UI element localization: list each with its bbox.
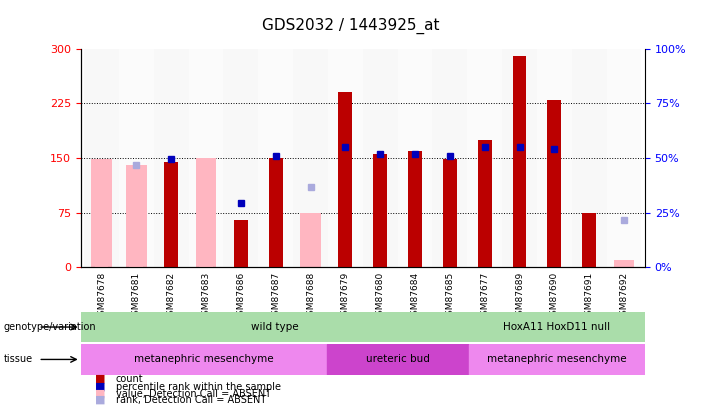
- Text: ■: ■: [95, 382, 105, 392]
- Bar: [81, 344, 327, 375]
- Text: tissue: tissue: [4, 354, 33, 364]
- Bar: [547, 100, 562, 267]
- Text: ■: ■: [95, 374, 105, 384]
- Text: ureteric bud: ureteric bud: [366, 354, 430, 364]
- Bar: [339, 92, 353, 267]
- Text: GSM87688: GSM87688: [306, 272, 315, 322]
- Bar: [196, 158, 217, 267]
- Bar: [224, 49, 258, 267]
- Bar: [130, 165, 143, 267]
- Bar: [84, 49, 119, 267]
- Bar: [300, 213, 321, 267]
- Text: GSM87692: GSM87692: [620, 272, 629, 321]
- Bar: [572, 49, 606, 267]
- Bar: [373, 154, 387, 267]
- Text: GSM87686: GSM87686: [236, 272, 245, 322]
- Text: percentile rank within the sample: percentile rank within the sample: [116, 382, 280, 392]
- Text: wild type: wild type: [251, 322, 299, 332]
- Bar: [443, 160, 457, 267]
- Bar: [502, 49, 537, 267]
- Bar: [468, 312, 645, 342]
- Text: rank, Detection Call = ABSENT: rank, Detection Call = ABSENT: [116, 395, 266, 405]
- Text: genotype/variation: genotype/variation: [4, 322, 96, 332]
- Text: GSM87690: GSM87690: [550, 272, 559, 322]
- Text: GSM87689: GSM87689: [515, 272, 524, 322]
- Text: GSM87691: GSM87691: [585, 272, 594, 322]
- Text: GSM87687: GSM87687: [271, 272, 280, 322]
- Text: GSM87678: GSM87678: [97, 272, 106, 322]
- Bar: [91, 160, 112, 267]
- Bar: [189, 49, 224, 267]
- Text: GDS2032 / 1443925_at: GDS2032 / 1443925_at: [261, 18, 440, 34]
- Text: GSM87685: GSM87685: [445, 272, 454, 322]
- Bar: [199, 158, 213, 267]
- Text: GSM87684: GSM87684: [411, 272, 419, 321]
- Bar: [95, 160, 109, 267]
- Text: value, Detection Call = ABSENT: value, Detection Call = ABSENT: [116, 388, 271, 399]
- Bar: [268, 158, 283, 267]
- Bar: [327, 344, 468, 375]
- Text: GSM87680: GSM87680: [376, 272, 385, 322]
- Bar: [468, 49, 502, 267]
- Text: metanephric mesenchyme: metanephric mesenchyme: [135, 354, 274, 364]
- Bar: [293, 49, 328, 267]
- Bar: [164, 162, 178, 267]
- Text: GSM87681: GSM87681: [132, 272, 141, 322]
- Text: GSM87683: GSM87683: [201, 272, 210, 322]
- Bar: [328, 49, 363, 267]
- Bar: [81, 312, 468, 342]
- Text: GSM87679: GSM87679: [341, 272, 350, 322]
- Text: ■: ■: [95, 388, 105, 399]
- Bar: [363, 49, 397, 267]
- Bar: [477, 140, 491, 267]
- Bar: [583, 213, 596, 267]
- Bar: [154, 49, 189, 267]
- Text: GSM87682: GSM87682: [167, 272, 176, 321]
- Text: HoxA11 HoxD11 null: HoxA11 HoxD11 null: [503, 322, 611, 332]
- Text: ■: ■: [95, 395, 105, 405]
- Bar: [537, 49, 572, 267]
- Bar: [126, 165, 147, 267]
- Bar: [234, 220, 248, 267]
- Bar: [468, 344, 645, 375]
- Bar: [258, 49, 293, 267]
- Bar: [433, 49, 468, 267]
- Bar: [408, 151, 422, 267]
- Text: GSM87677: GSM87677: [480, 272, 489, 322]
- Bar: [119, 49, 154, 267]
- Text: count: count: [116, 374, 143, 384]
- Bar: [613, 260, 634, 267]
- Text: metanephric mesenchyme: metanephric mesenchyme: [487, 354, 627, 364]
- Bar: [606, 49, 641, 267]
- Bar: [512, 56, 526, 267]
- Bar: [397, 49, 433, 267]
